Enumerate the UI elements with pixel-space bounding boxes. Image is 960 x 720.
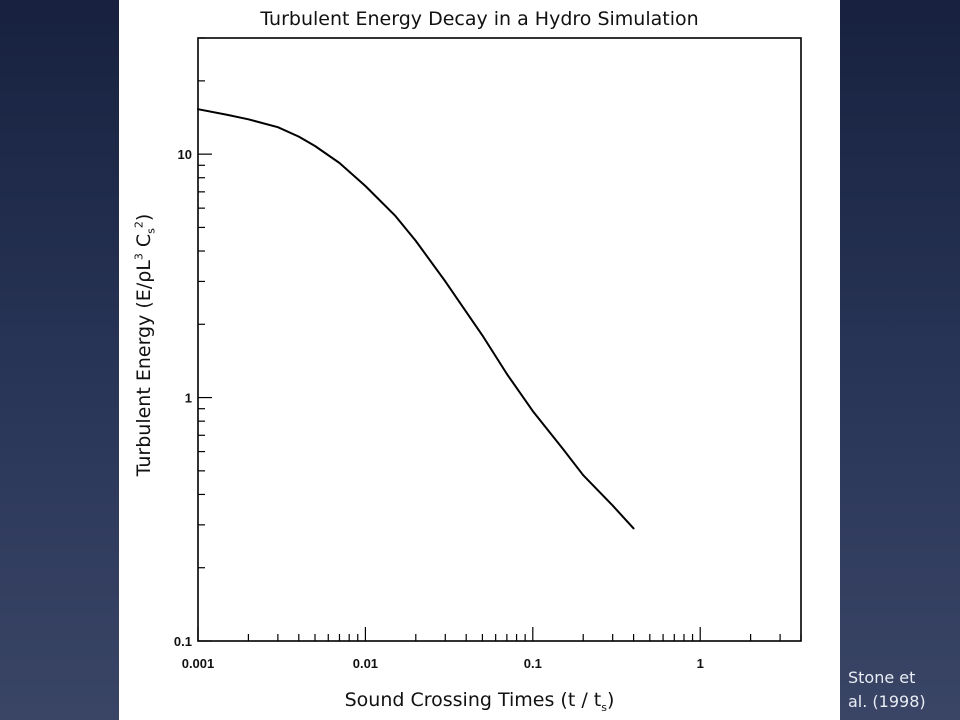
series-line	[197, 108, 635, 530]
x-tick-label: 0.001	[182, 656, 215, 671]
axis-ticks	[197, 37, 802, 642]
credit-line-1: Stone et	[848, 668, 916, 687]
x-tick-label: 0.01	[353, 656, 378, 671]
y-tick-label: 10	[178, 147, 192, 162]
citation-credit: Stone et al. (1998)	[848, 666, 956, 714]
x-tick-label: 1	[697, 656, 704, 671]
credit-line-2: al. (1998)	[848, 692, 926, 711]
plot-frame	[197, 37, 802, 642]
chart-plot: 0.001 0.01 0.1 1 0.1 1 10	[174, 37, 802, 671]
axis-tick-labels: 0.001 0.01 0.1 1 0.1 1 10	[174, 147, 704, 671]
y-tick-label: 1	[185, 391, 192, 406]
y-tick-label: 0.1	[174, 634, 192, 649]
y-axis-label: Turbulent Energy (E/ρL3 Cs2)	[132, 213, 158, 477]
chart-title: Turbulent Energy Decay in a Hydro Simula…	[260, 8, 699, 30]
slide-panel: Turbulent Energy Decay in a Hydro Simula…	[119, 0, 840, 720]
x-axis-label: Sound Crossing Times (t / ts)	[344, 689, 615, 714]
x-tick-label: 0.1	[524, 656, 542, 671]
